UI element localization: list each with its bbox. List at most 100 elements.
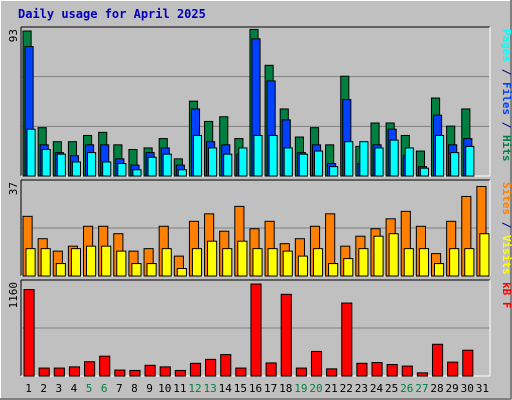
day-label-12: 12: [188, 382, 201, 395]
bar-pages-day-10: [162, 153, 172, 177]
day-label-5: 5: [86, 382, 93, 395]
bar-visits-day-20: [312, 248, 324, 277]
y-max-label: 93: [7, 29, 20, 42]
day-label-18: 18: [279, 382, 292, 395]
bar-kb-f-day-13: [205, 358, 217, 377]
bar-visits-day-15: [237, 240, 248, 277]
bar-visits-day-8: [131, 263, 142, 277]
bar-kb-f-day-30: [462, 349, 474, 377]
bar-kb-f-day-18: [280, 293, 292, 377]
bar-kb-f-day-27: [416, 372, 428, 377]
bar-kb-f-day-14: [220, 354, 232, 377]
bar-visits-day-1: [25, 248, 36, 277]
bar-visits-day-25: [388, 233, 399, 277]
day-label-21: 21: [325, 382, 338, 395]
day-label-30: 30: [461, 382, 474, 395]
bar-visits-day-3: [55, 263, 66, 277]
series-legend-label: Pages / Files / Hits: [500, 29, 512, 162]
day-label-23: 23: [355, 382, 368, 395]
bar-pages-day-11: [177, 169, 187, 177]
bar-kb-f-day-6: [99, 355, 111, 377]
bar-visits-day-11: [176, 268, 187, 277]
bar-kb-f-day-19: [295, 367, 307, 377]
bar-pages-day-24: [374, 147, 384, 177]
bar-visits-day-29: [449, 248, 460, 277]
day-label-31: 31: [476, 382, 489, 395]
bar-pages-day-3: [56, 153, 66, 177]
bar-visits-day-19: [297, 255, 308, 277]
legend-part: Pages: [500, 29, 512, 62]
bar-visits-day-27: [418, 248, 429, 277]
bar-kb-f-day-24: [371, 362, 383, 377]
day-label-6: 6: [101, 382, 108, 395]
bar-pages-day-12: [192, 134, 203, 177]
legend-part: Visits: [500, 235, 512, 275]
bar-visits-day-31: [479, 233, 490, 277]
day-label-25: 25: [385, 382, 398, 395]
day-label-1: 1: [25, 382, 32, 395]
series-legend-label: Sites / Visits: [500, 182, 512, 275]
bar-pages-day-13: [208, 147, 218, 177]
bar-pages-day-26: [404, 147, 414, 177]
bar-pages-day-2: [41, 148, 51, 177]
bar-kb-f-day-20: [310, 350, 323, 377]
bar-kb-f-day-22: [341, 302, 353, 377]
bar-visits-day-9: [146, 263, 157, 277]
bar-visits-day-7: [116, 250, 127, 277]
bar-pages-day-14: [223, 153, 233, 177]
day-label-14: 14: [219, 382, 233, 395]
bar-visits-day-14: [222, 248, 233, 277]
bar-pages-day-7: [117, 163, 127, 177]
bar-pages-day-15: [238, 147, 248, 177]
bar-visits-day-22: [343, 258, 354, 277]
y-max-label: 37: [7, 182, 20, 195]
bar-pages-day-27: [419, 167, 429, 177]
day-label-29: 29: [446, 382, 459, 395]
day-label-20: 20: [309, 382, 322, 395]
bar-visits-day-6: [101, 245, 112, 277]
bar-pages-day-23: [359, 141, 369, 177]
day-label-15: 15: [234, 382, 247, 395]
series-legend-label: kB F: [500, 282, 512, 309]
bar-kb-f-day-16: [250, 283, 262, 377]
bar-pages-day-20: [313, 150, 324, 177]
bar-kb-f-day-7: [114, 369, 126, 377]
bar-pages-day-17: [268, 134, 278, 177]
day-label-26: 26: [400, 382, 413, 395]
legend-part: /: [500, 62, 512, 82]
bar-kb-f-day-2: [38, 367, 50, 377]
bar-visits-day-17: [267, 248, 278, 277]
bar-pages-day-30: [465, 145, 475, 177]
bar-kb-f-day-28: [431, 343, 444, 377]
day-label-2: 2: [40, 382, 47, 395]
bar-kb-f-day-1: [23, 289, 35, 377]
day-label-22: 22: [340, 382, 353, 395]
legend-part: Files: [500, 82, 512, 115]
bar-pages-day-18: [283, 147, 293, 177]
bar-pages-day-6: [102, 161, 112, 177]
bar-pages-day-28: [434, 134, 445, 177]
day-label-17: 17: [264, 382, 277, 395]
bar-kb-f-day-3: [53, 367, 65, 377]
bar-visits-day-30: [464, 248, 475, 277]
chart-title: Daily usage for April 2025: [18, 7, 206, 21]
bar-pages-day-1: [26, 128, 36, 177]
day-label-10: 10: [158, 382, 171, 395]
day-label-9: 9: [146, 382, 153, 395]
bar-visits-day-12: [191, 248, 203, 277]
bar-kb-f-day-12: [189, 362, 202, 377]
legend-part: Hits: [500, 135, 512, 162]
legend-part: kB F: [500, 282, 512, 309]
bar-visits-day-28: [433, 263, 445, 277]
bar-kb-f-day-9: [144, 364, 156, 377]
legend-part: Sites: [500, 182, 512, 215]
bar-visits-day-21: [328, 263, 339, 277]
bar-visits-day-13: [207, 240, 218, 277]
bar-kb-f-day-10: [159, 366, 171, 377]
bar-pages-day-5: [87, 152, 97, 177]
bar-kb-f-day-29: [447, 361, 459, 377]
bar-pages-day-8: [132, 169, 142, 177]
bar-pages-day-16: [253, 134, 263, 177]
bar-visits-day-26: [403, 248, 414, 277]
